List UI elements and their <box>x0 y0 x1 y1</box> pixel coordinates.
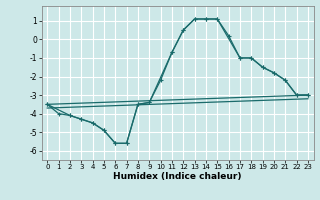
X-axis label: Humidex (Indice chaleur): Humidex (Indice chaleur) <box>113 172 242 181</box>
